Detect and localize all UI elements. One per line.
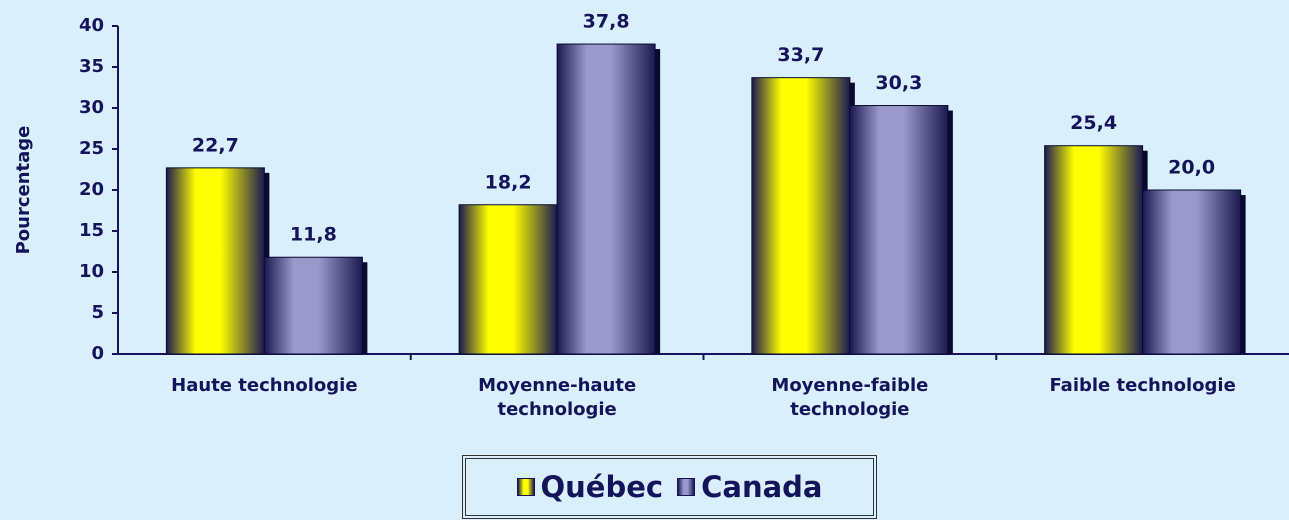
- legend-label: Québec: [540, 470, 664, 504]
- y-tick-label: 15: [79, 220, 104, 241]
- bar: [849, 105, 949, 355]
- value-label: 37,8: [583, 11, 630, 33]
- x-tick-label: Faible technologie: [1049, 375, 1236, 396]
- y-tick-label: 30: [79, 97, 104, 118]
- bar: [458, 204, 558, 355]
- bar: [556, 43, 656, 355]
- value-label: 22,7: [192, 134, 239, 156]
- legend-swatch: [516, 478, 535, 496]
- legend: Québec Canada: [462, 455, 877, 519]
- bar: [1044, 145, 1144, 355]
- x-tick-label: Haute technologie: [171, 375, 358, 396]
- bar: [263, 256, 363, 355]
- value-label: 11,8: [290, 224, 337, 246]
- bar: [1142, 189, 1242, 355]
- legend-swatch: [677, 478, 696, 496]
- value-label: 25,4: [1070, 112, 1117, 134]
- y-tick-label: 0: [91, 343, 104, 364]
- value-label: 18,2: [485, 171, 532, 193]
- value-label: 33,7: [777, 44, 824, 66]
- y-tick-label: 10: [79, 261, 104, 282]
- legend-item: Canada: [677, 470, 823, 504]
- y-axis-label: Pourcentage: [13, 126, 34, 255]
- bar: [165, 167, 265, 355]
- legend-item: Québec: [516, 470, 664, 504]
- x-tick-label: Moyenne-faible technologie: [771, 375, 929, 420]
- value-label: 20,0: [1168, 157, 1215, 179]
- value-label: 30,3: [875, 72, 922, 94]
- y-tick-label: 40: [79, 15, 104, 36]
- bar: [751, 77, 851, 355]
- y-tick-label: 20: [79, 179, 104, 200]
- legend-label: Canada: [701, 470, 823, 504]
- y-tick-label: 35: [79, 56, 104, 77]
- x-tick-label: Moyenne-haute technologie: [478, 375, 637, 420]
- y-tick-label: 25: [79, 138, 104, 159]
- y-tick-label: 5: [91, 302, 104, 323]
